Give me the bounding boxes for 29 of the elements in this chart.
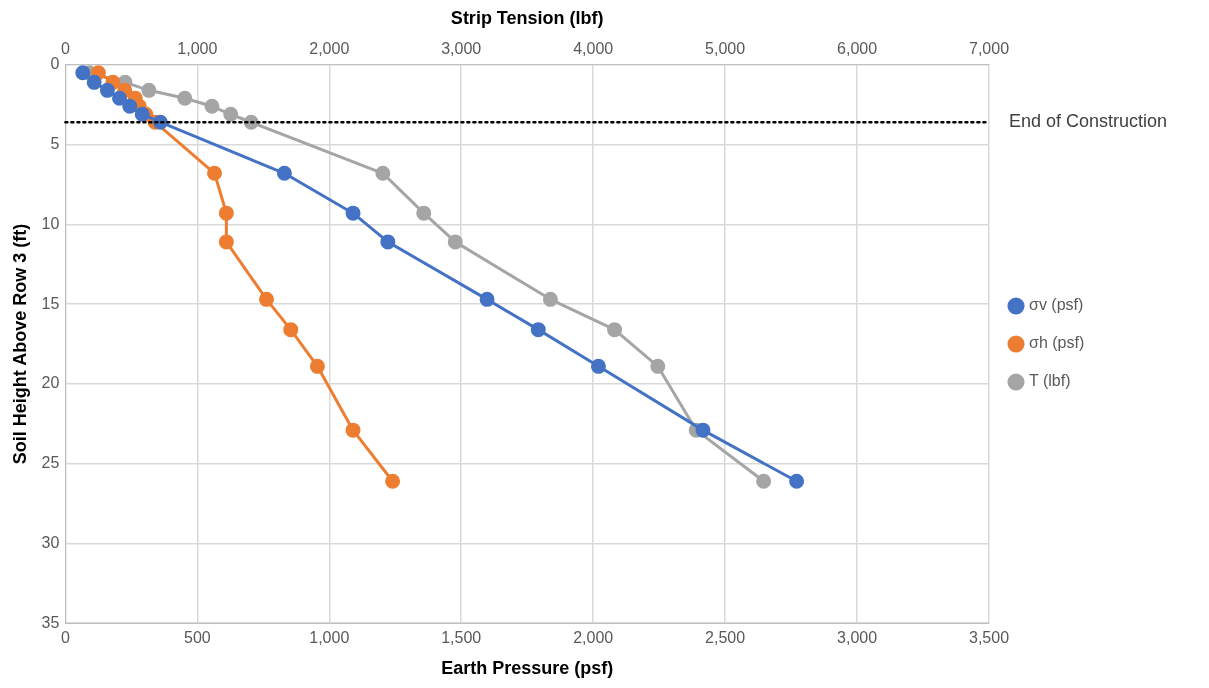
x-tick-label: 2,500 [705,629,746,647]
y-tick-label: 25 [41,454,60,472]
x-tick-label: 2,000 [573,629,614,647]
y-tick-label: 15 [41,294,60,312]
x2-tick-label: 2,000 [309,39,350,57]
x2-tick-label: 4,000 [573,39,614,57]
x2-tick-label: 3,000 [441,39,482,57]
x2-axis-title: Strip Tension (lbf) [450,7,604,28]
x-tick-label: 1,500 [441,629,482,647]
x2-tick-label: 5,000 [705,39,746,57]
x2-tick-label: 1,000 [177,39,218,57]
y-tick-label: 30 [41,533,60,551]
legend-label: σv (psf) [1029,296,1084,314]
x-tick-label: 3,500 [968,629,1010,647]
x-tick-label: 500 [183,629,211,647]
y-tick-label: 35 [41,613,60,631]
x-axis-title: Earth Pressure (psf) [441,658,614,679]
y-axis-title: Soil Height Above Row 3 (ft) [9,223,30,465]
x2-tick-label: 7,000 [968,39,1010,57]
x2-tick-label: 6,000 [837,39,878,57]
y-tick-label: 5 [50,134,60,152]
y-tick-label: 0 [50,55,60,73]
ref-line-label: End of Construction [1009,111,1168,132]
y-tick-label: 20 [41,374,60,392]
y-tick-label: 10 [41,214,60,232]
x-tick-label: 1,000 [309,629,350,647]
legend-label: T (lbf) [1029,372,1071,390]
legend-label: σh (psf) [1029,334,1085,352]
x-tick-label: 3,000 [837,629,878,647]
